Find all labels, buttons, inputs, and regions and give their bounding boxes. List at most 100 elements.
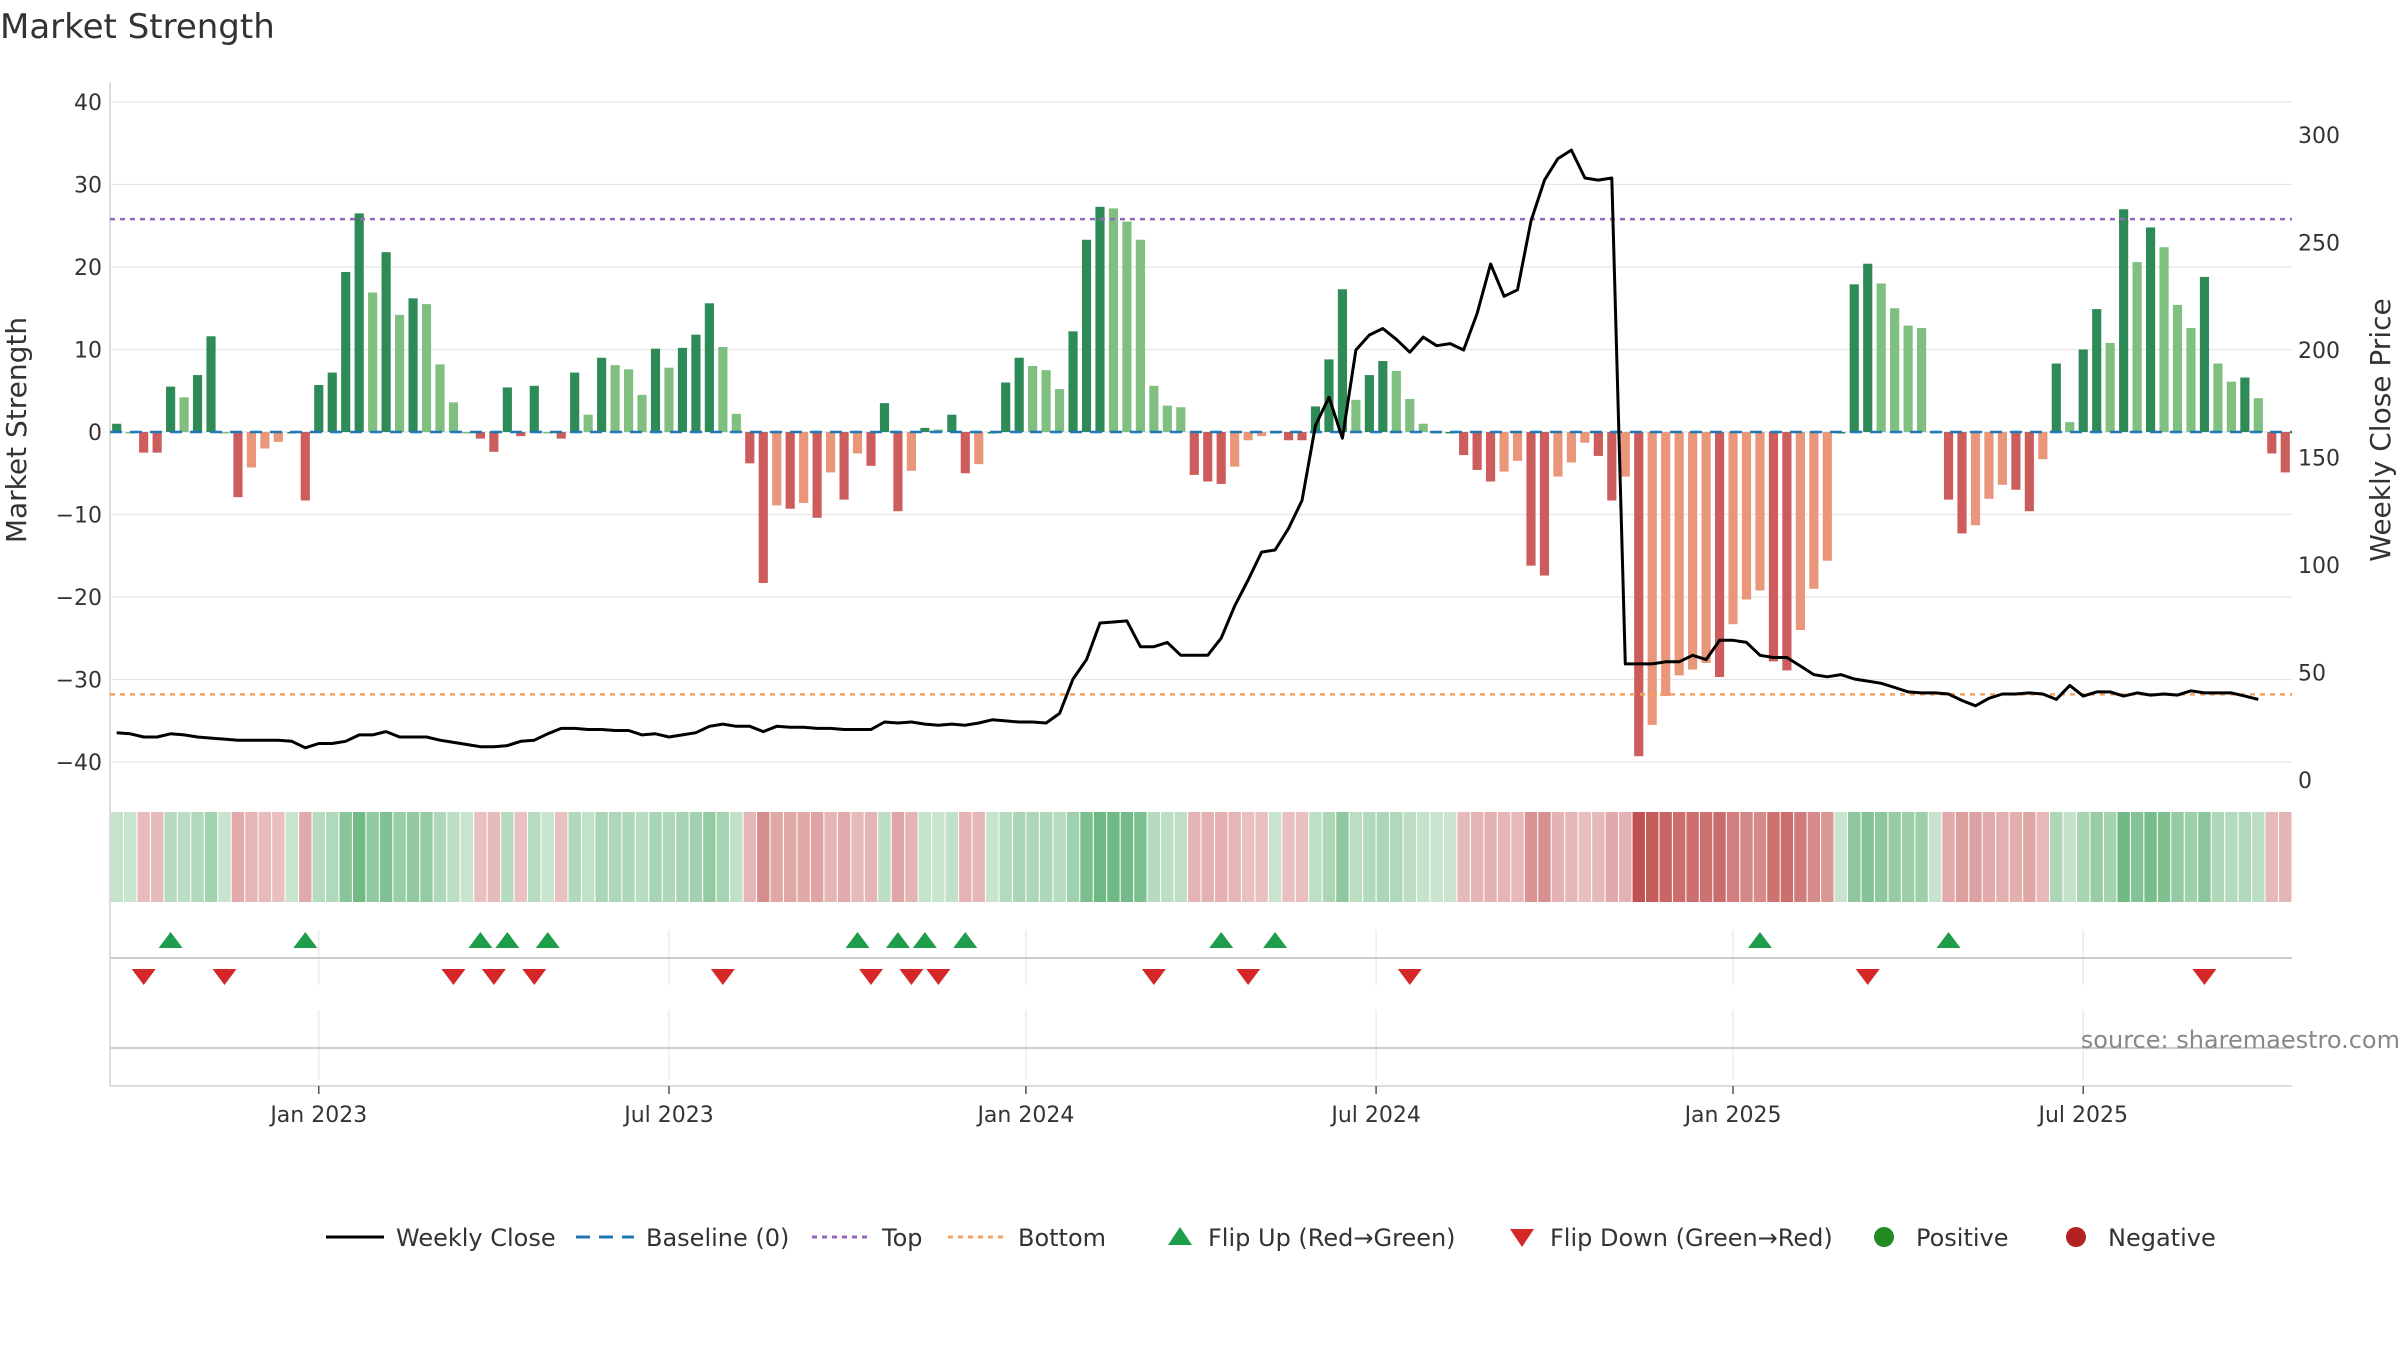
strip-cell [1619, 812, 1632, 902]
strength-bar [826, 432, 836, 473]
strength-bar [664, 367, 674, 432]
y-tick-label: −20 [56, 586, 102, 611]
y2-axis-title: Weekly Close Price [2364, 298, 2397, 561]
strength-bar [852, 432, 863, 454]
strength-bar [2038, 432, 2048, 460]
flip-down-marker [212, 969, 237, 985]
strip-cell [2225, 812, 2238, 902]
strength-bar [2078, 349, 2088, 432]
strip-cell [2009, 812, 2023, 902]
strip-cell [2184, 812, 2198, 902]
strip-cell [757, 812, 770, 902]
strength-bar [758, 432, 768, 583]
strength-bar [354, 213, 364, 432]
strength-bar [1418, 423, 1428, 432]
strip-cell [272, 812, 285, 902]
flip-down-marker [1236, 969, 1261, 985]
strength-bar [2065, 422, 2075, 432]
strength-bar [1216, 432, 1226, 484]
strip-cell [676, 812, 689, 902]
strip-cell [891, 812, 905, 902]
strength-bar [1634, 432, 1644, 757]
strip-cell [2103, 812, 2117, 902]
strength-bar [112, 423, 122, 432]
flip-down-marker [926, 969, 951, 985]
strength-bar [2132, 262, 2142, 432]
strip-cell [1470, 812, 1484, 902]
flip-up-marker [1209, 932, 1234, 948]
strip-cell [2252, 812, 2265, 902]
strip-cell [635, 812, 649, 902]
strength-bars [112, 206, 2290, 757]
strength-bar [421, 304, 432, 432]
legend-label: Flip Up (Red→Green) [1208, 1224, 1456, 1252]
strip-cell [1282, 812, 1295, 902]
strip-cell [1430, 812, 1443, 902]
x-tick-label: Jul 2024 [1329, 1103, 1421, 1128]
strength-bar [1701, 432, 1711, 663]
strength-bar [1081, 239, 1092, 432]
strip-cell [918, 812, 932, 902]
y2-tick-label: 100 [2298, 554, 2340, 579]
strip-cell [393, 812, 406, 902]
strip-cell [1996, 812, 2009, 902]
strength-bar [246, 432, 257, 468]
strip-cell [1390, 812, 1403, 902]
strip-cell [1982, 812, 1996, 902]
strip-cell [1268, 812, 1282, 902]
strength-bar [543, 432, 553, 434]
strength-bar [1176, 407, 1186, 432]
strength-bar [1472, 432, 1482, 470]
strip-cell [487, 812, 501, 902]
flip-up-marker [495, 932, 520, 948]
strip-cell [1484, 812, 1497, 902]
strip-cell [810, 812, 824, 902]
flip-down-marker [1855, 969, 1880, 985]
strip-cell [285, 812, 299, 902]
strip-cell [218, 812, 231, 902]
flip-down-marker [441, 969, 466, 985]
strip-cell [1228, 812, 1241, 902]
strip-cell [703, 812, 716, 902]
strip-cell [420, 812, 433, 902]
strength-bar [1189, 432, 1199, 475]
strength-bar [516, 432, 526, 437]
strip-cell [191, 812, 204, 902]
strength-bar [1943, 432, 1954, 500]
strip-cell [2211, 812, 2225, 902]
strip-cell [1457, 812, 1470, 902]
strip-cell [1012, 812, 1026, 902]
strip-cell [2063, 812, 2076, 902]
strength-bar [448, 402, 459, 432]
strength-bar [2280, 432, 2290, 473]
strip-cell [1188, 812, 1201, 902]
flip-up-marker [468, 932, 493, 948]
strength-bar [1203, 432, 1213, 482]
strip-cell [1672, 812, 1686, 902]
strength-bar [2213, 363, 2223, 432]
flip-up-marker [535, 932, 560, 948]
x-axis-ticks: Jan 2023 Jul 2023 Jan 2024 Jul 2024 Jan 2025… [268, 1086, 2128, 1128]
strength-bar [381, 252, 391, 432]
strip-cell [1322, 812, 1336, 902]
strength-bar [1054, 389, 1065, 432]
strength-bar [1499, 432, 1509, 472]
strength-bar [192, 375, 203, 432]
strength-bar [408, 298, 418, 432]
strength-bar [1822, 432, 1832, 561]
y-tick-label: 30 [74, 174, 102, 199]
strength-bar [960, 432, 970, 474]
strip-cell [2238, 812, 2252, 902]
strip-cell [1551, 812, 1565, 902]
strip-cell [258, 812, 272, 902]
strength-bar [1741, 432, 1752, 600]
strength-bar [745, 432, 755, 464]
strip-cell [1174, 812, 1187, 902]
strength-bar [435, 364, 445, 432]
strength-bar [583, 414, 593, 432]
strip-cell [1053, 812, 1066, 902]
strip-cell [743, 812, 756, 902]
y2-tick-label: 250 [2298, 232, 2340, 257]
strength-bar [1903, 325, 1913, 432]
y-tick-label: −40 [56, 751, 102, 776]
